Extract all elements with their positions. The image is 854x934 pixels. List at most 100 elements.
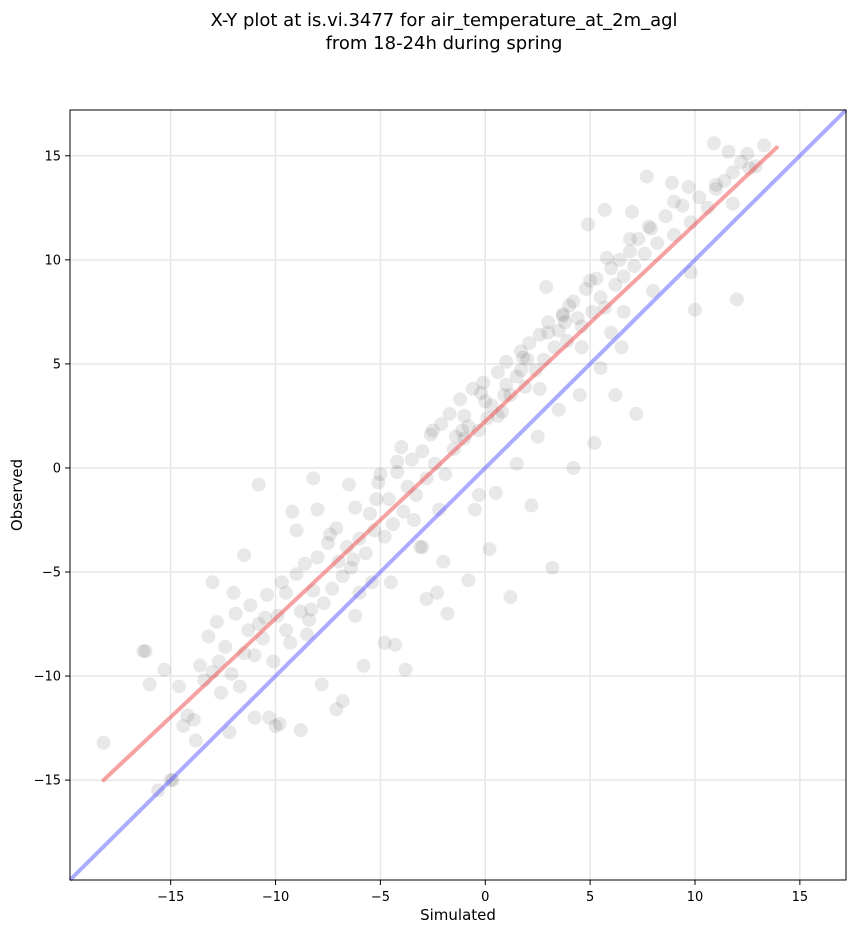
data-point: [687, 302, 702, 317]
data-point: [499, 354, 514, 369]
data-point: [251, 477, 266, 492]
data-point: [157, 662, 172, 677]
data-point: [532, 327, 547, 342]
data-point: [377, 529, 392, 544]
data-point: [274, 575, 289, 590]
data-point: [513, 363, 528, 378]
data-point: [325, 581, 340, 596]
data-point: [721, 144, 736, 159]
data-point: [627, 259, 642, 274]
data-point: [578, 281, 593, 296]
data-point: [358, 546, 373, 561]
data-point: [371, 475, 386, 490]
data-point: [297, 556, 312, 571]
data-point: [681, 180, 696, 194]
data-point: [616, 269, 631, 284]
data-point: [205, 575, 220, 590]
data-point: [423, 427, 438, 442]
data-point: [646, 284, 661, 299]
data-point: [432, 502, 447, 517]
data-point: [285, 504, 300, 519]
data-point: [440, 606, 455, 621]
data-point: [457, 408, 472, 423]
data-point: [138, 644, 153, 659]
data-point: [455, 423, 470, 438]
data-point: [232, 679, 247, 694]
data-point: [442, 406, 457, 421]
data-point: [283, 635, 298, 650]
data-point: [581, 217, 596, 232]
data-point: [136, 644, 151, 659]
data-point: [209, 614, 224, 629]
data-point: [637, 246, 652, 261]
data-point: [522, 336, 537, 351]
data-point: [377, 635, 392, 650]
data-point: [476, 375, 491, 390]
data-point: [461, 573, 476, 588]
reference-lines: [68, 108, 848, 882]
data-point: [692, 190, 707, 205]
x-tick-label: 0: [481, 890, 489, 905]
data-point: [734, 155, 749, 170]
data-point: [237, 548, 252, 563]
data-point: [142, 677, 157, 692]
data-point: [482, 542, 497, 557]
data-point: [247, 710, 262, 725]
y-tick-label: 10: [44, 253, 61, 268]
data-point: [562, 298, 577, 313]
data-point: [612, 252, 627, 267]
data-point: [725, 196, 740, 211]
data-point: [453, 392, 468, 407]
data-point: [310, 502, 325, 517]
data-point: [293, 604, 308, 619]
data-point: [415, 540, 430, 555]
data-point: [279, 623, 294, 638]
data-point: [608, 277, 623, 292]
data-point: [163, 773, 178, 788]
data-point: [488, 485, 503, 500]
y-tick-label: 15: [44, 149, 61, 164]
data-point: [396, 504, 411, 519]
x-tick-label: 5: [586, 890, 594, 905]
x-axis-label: Simulated: [420, 906, 496, 924]
data-point: [708, 182, 723, 197]
data-point: [614, 340, 629, 355]
data-point: [560, 334, 575, 348]
data-point: [629, 406, 644, 421]
data-point: [226, 585, 241, 600]
data-point: [260, 587, 275, 602]
data-point: [258, 610, 273, 625]
y-axis-label: Observed: [8, 459, 26, 531]
data-point: [302, 612, 317, 627]
data-point: [228, 606, 243, 621]
data-point: [478, 394, 493, 409]
data-point: [279, 585, 294, 600]
data-point: [346, 552, 361, 567]
data-point: [365, 575, 380, 590]
x-tick-label: −15: [157, 890, 184, 905]
data-point: [729, 292, 744, 307]
data-point: [465, 381, 480, 396]
data-point: [570, 311, 585, 326]
data-point: [513, 344, 528, 359]
data-point: [329, 521, 344, 536]
data-point: [293, 723, 308, 738]
data-point: [394, 440, 409, 455]
data-point: [625, 204, 640, 219]
plot-frame: [69, 109, 847, 881]
data-point: [241, 623, 256, 638]
data-point: [667, 194, 682, 209]
y-tick-label: −5: [42, 566, 61, 581]
data-point: [310, 550, 325, 565]
x-axis-ticks: −15 −10 −5 0 5 10 15: [157, 880, 808, 905]
data-point: [539, 279, 554, 294]
data-point: [266, 654, 281, 669]
data-point: [528, 363, 543, 378]
data-point: [516, 350, 531, 365]
data-point: [356, 658, 371, 673]
data-point: [484, 398, 499, 413]
data-point: [304, 602, 319, 617]
data-point: [201, 629, 216, 644]
scatter-points: [96, 136, 772, 798]
